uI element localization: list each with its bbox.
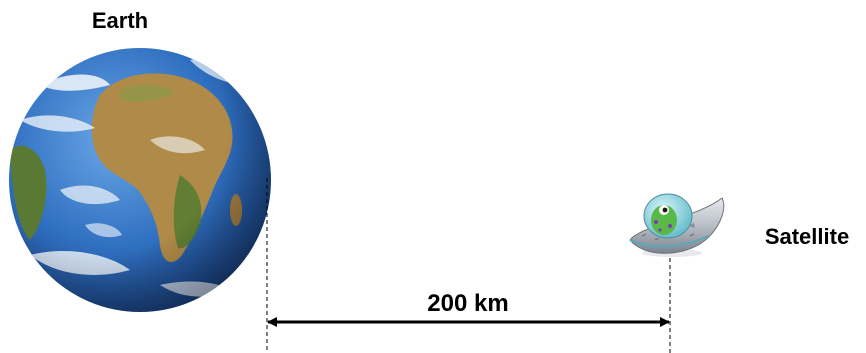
flying-saucer-icon: [629, 193, 725, 257]
earth-label: Earth: [92, 8, 148, 33]
satellite-label: Satellite: [765, 224, 849, 249]
distance-label: 200 km: [427, 290, 508, 317]
earth-globe-icon: [9, 48, 271, 312]
